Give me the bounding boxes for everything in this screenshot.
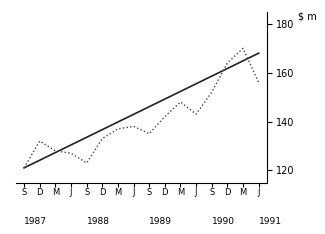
Text: 1991: 1991	[259, 217, 282, 226]
Text: 1987: 1987	[24, 217, 47, 226]
Text: 1988: 1988	[87, 217, 110, 226]
Text: 1989: 1989	[149, 217, 172, 226]
Y-axis label: $ m: $ m	[297, 12, 316, 22]
Text: 1990: 1990	[212, 217, 235, 226]
